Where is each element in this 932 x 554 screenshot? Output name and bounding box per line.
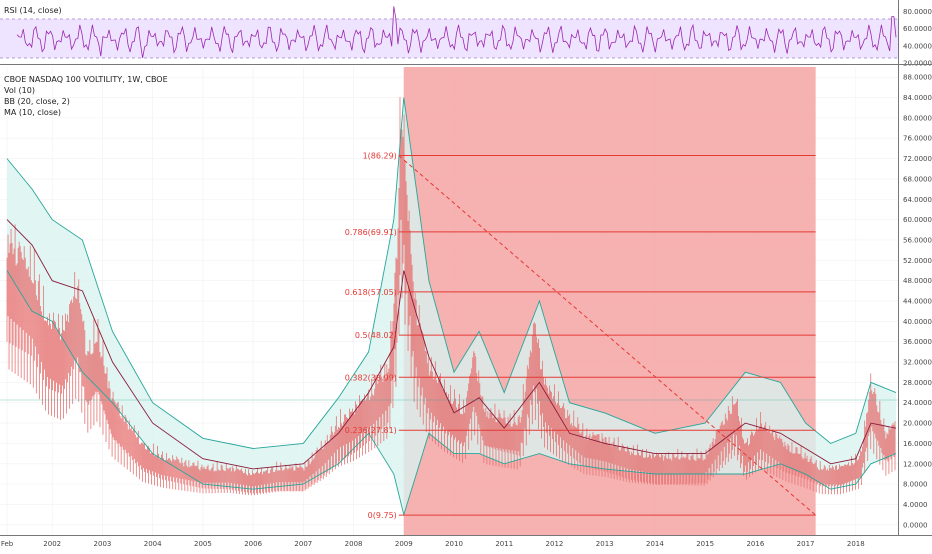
x-tick-label: 2011	[495, 540, 513, 548]
fib-level-label: 0.618(57.05)	[345, 288, 397, 297]
x-tick-label: 2007	[294, 540, 312, 548]
x-tick-label: 2015	[696, 540, 714, 548]
fib-level-label: 0.236(27.81)	[345, 426, 397, 435]
x-tick-label: 2010	[445, 540, 463, 548]
x-tick-label: 2013	[596, 540, 614, 548]
ma-line	[6, 219, 897, 470]
x-tick-label: 2005	[194, 540, 212, 548]
y-tick-label: 32.0000	[903, 359, 932, 367]
x-tick-label: 2002	[43, 540, 61, 548]
y-tick-label: 84.0000	[903, 94, 932, 102]
rsi-band	[0, 19, 898, 58]
y-tick-label: 24.0000	[903, 399, 932, 407]
x-tick-label: 2008	[345, 540, 363, 548]
x-tick-label: 2016	[746, 540, 764, 548]
indicator-bollinger: BB (20, close, 2)	[4, 97, 70, 106]
y-tick-label: 28.0000	[903, 379, 932, 387]
y-tick-label: 40.0000	[903, 318, 932, 326]
y-tick-label: 68.0000	[903, 175, 932, 183]
y-tick-label: 60.0000	[903, 216, 932, 224]
y-tick-label: 56.0000	[903, 236, 932, 244]
y-tick-label: 52.0000	[903, 257, 932, 265]
bollinger-upper-line	[6, 97, 897, 449]
fib-level-label: 1(86.29)	[363, 152, 397, 161]
y-tick-label: 64.0000	[903, 196, 932, 204]
price-bars	[6, 97, 896, 496]
fib-level-label: 0.382(38.99)	[345, 373, 397, 382]
y-tick-label: 80.0000	[903, 114, 932, 122]
y-tick-label: 4.0000	[903, 501, 928, 509]
y-tick-label: 72.0000	[903, 155, 932, 163]
indicator-volume: Vol (10)	[4, 86, 35, 95]
indicator-ma: MA (10, close)	[4, 108, 61, 117]
y-tick-label: 76.0000	[903, 135, 932, 143]
y-tick-label: 36.0000	[903, 338, 932, 346]
y-tick-label: 48.0000	[903, 277, 932, 285]
x-tick-label: 2006	[244, 540, 262, 548]
bollinger-lower-line	[6, 270, 897, 517]
fib-level-label: 0.786(69.91)	[345, 228, 397, 237]
rsi-y-tick-label: 60.0000	[903, 25, 932, 33]
rsi-y-tick-label: 20.0000	[903, 60, 932, 68]
y-tick-label: 20.0000	[903, 420, 932, 428]
y-tick-label: 44.0000	[903, 298, 932, 306]
y-tick-label: 0.0000	[903, 521, 928, 529]
x-tick-label: Feb	[1, 540, 14, 548]
x-tick-label: 2018	[847, 540, 865, 548]
main-title: CBOE NASDAQ 100 VOLTILITY, 1W, CBOE	[4, 75, 168, 84]
fib-level-label: 0.5(48.02)	[355, 331, 397, 340]
y-tick-label: 88.0000	[903, 74, 932, 82]
y-tick-label: 8.0000	[903, 481, 928, 489]
x-tick-label: 2017	[797, 540, 815, 548]
rsi-y-tick-label: 80.0000	[903, 8, 932, 16]
x-tick-label: 2012	[546, 540, 564, 548]
x-tick-label: 2004	[144, 540, 162, 548]
x-tick-label: 2014	[646, 540, 664, 548]
x-tick-label: 2003	[94, 540, 112, 548]
rsi-line	[16, 6, 897, 58]
y-tick-label: 16.0000	[903, 440, 932, 448]
rsi-panel: RSI (14, close) 80.0000 60.0000 40.0000 20.…	[0, 6, 932, 68]
fib-level-label: 0(9.75)	[368, 511, 397, 520]
rsi-title: RSI (14, close)	[4, 6, 62, 15]
trend-line	[398, 155, 816, 516]
rsi-y-tick-label: 40.0000	[903, 42, 932, 50]
x-tick-label: 2009	[395, 540, 413, 548]
y-tick-label: 12.0000	[903, 460, 932, 468]
